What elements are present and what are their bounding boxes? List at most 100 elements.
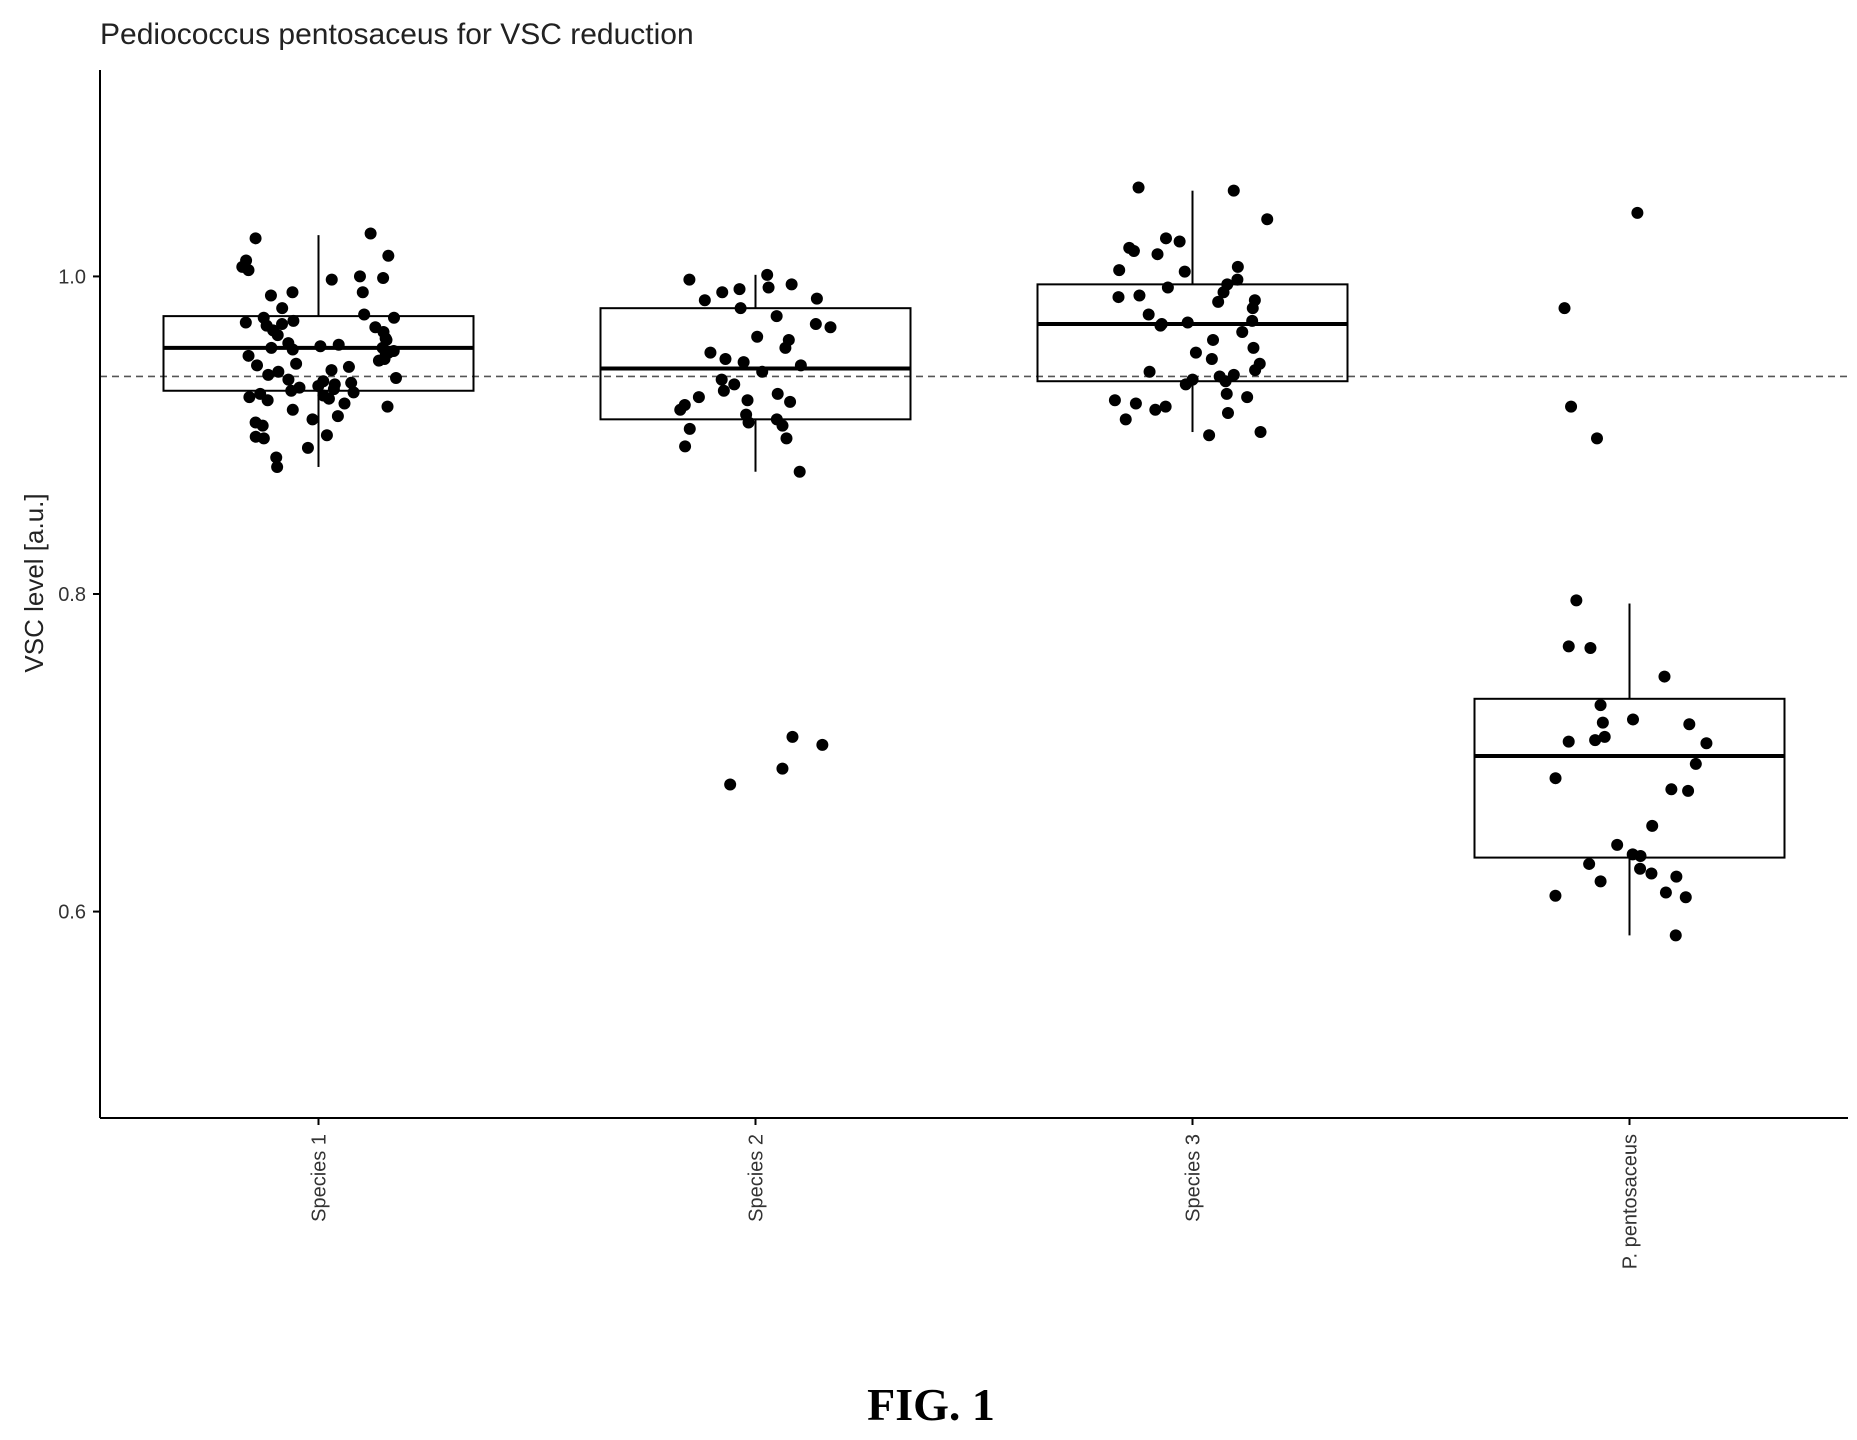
data-point [1570, 594, 1583, 607]
data-point [762, 281, 775, 294]
data-point [776, 762, 789, 775]
data-point [265, 341, 278, 354]
data-point [1181, 316, 1194, 329]
data-point [1173, 235, 1186, 248]
data-point [770, 310, 783, 323]
data-point [372, 354, 385, 367]
data-point [287, 314, 300, 327]
data-point [1583, 857, 1596, 870]
data-point [1129, 397, 1142, 410]
data-point [1203, 429, 1216, 442]
data-point [1241, 391, 1254, 404]
data-point [733, 283, 746, 296]
data-point [342, 360, 355, 373]
data-point [1247, 341, 1260, 354]
data-point [239, 316, 252, 329]
data-point [741, 394, 754, 407]
data-point [1205, 352, 1218, 365]
data-point [356, 286, 369, 299]
data-point [780, 432, 793, 445]
box-iqr [1036, 283, 1349, 383]
data-point [1665, 783, 1678, 796]
data-point [692, 391, 705, 404]
data-point [1598, 730, 1611, 743]
data-point [1261, 213, 1274, 226]
data-point [1645, 867, 1658, 880]
data-point [1178, 265, 1191, 278]
data-point [331, 410, 344, 423]
data-point [1108, 394, 1121, 407]
data-point [364, 227, 377, 240]
data-point [390, 372, 403, 385]
data-point [809, 318, 822, 331]
box-iqr [599, 307, 912, 421]
data-point [1154, 319, 1167, 332]
data-point [322, 392, 335, 405]
data-point [1142, 308, 1155, 321]
data-point [1217, 286, 1230, 299]
data-point [674, 403, 687, 416]
data-point [1658, 670, 1671, 683]
data-point [737, 356, 750, 369]
data-point [249, 232, 262, 245]
data-point [1159, 400, 1172, 413]
y-tick-label: 0.6 [58, 902, 86, 924]
data-point [1212, 295, 1225, 308]
data-point [1596, 716, 1609, 729]
data-point [1589, 734, 1602, 747]
data-point [679, 440, 692, 453]
data-point [286, 403, 299, 416]
data-point [1112, 291, 1125, 304]
data-point [1227, 184, 1240, 197]
data-point [264, 289, 277, 302]
data-point [1119, 413, 1132, 426]
data-point [1594, 699, 1607, 712]
data-point [683, 273, 696, 286]
data-point [1590, 432, 1603, 445]
data-point [756, 365, 769, 378]
x-tick-label: Species 1 [309, 1134, 331, 1222]
data-point [1594, 875, 1607, 888]
data-point [314, 340, 327, 353]
data-point [719, 352, 732, 365]
data-point [290, 357, 303, 370]
data-point [271, 329, 284, 342]
data-point [1670, 870, 1683, 883]
y-tick-label: 1.0 [58, 266, 86, 288]
data-point [698, 294, 711, 307]
data-point [387, 311, 400, 324]
data-point [1151, 248, 1164, 261]
data-point [262, 368, 275, 381]
data-point [1143, 365, 1156, 378]
data-point [251, 359, 264, 372]
data-point [1549, 889, 1562, 902]
data-point [1231, 260, 1244, 273]
data-point [716, 286, 729, 299]
data-point [242, 349, 255, 362]
data-point [1682, 784, 1695, 797]
data-point [776, 419, 789, 432]
data-point [257, 432, 270, 445]
data-point [1700, 737, 1713, 750]
data-point [728, 378, 741, 391]
data-point [717, 384, 730, 397]
data-point [1132, 181, 1145, 194]
y-tick-label: 0.8 [58, 584, 86, 606]
data-point [751, 330, 764, 343]
data-point [1189, 346, 1202, 359]
data-point [1549, 772, 1562, 785]
data-point [358, 308, 371, 321]
data-point [1246, 302, 1259, 315]
data-point [1207, 333, 1220, 346]
data-point [1669, 929, 1682, 942]
data-point [1634, 850, 1647, 862]
data-point [256, 419, 269, 432]
data-point [1231, 273, 1244, 286]
x-tick-label: P. pentosaceus [1620, 1134, 1642, 1269]
data-point [282, 373, 295, 386]
data-point [1113, 264, 1126, 277]
data-point [345, 376, 358, 389]
data-point [1149, 403, 1162, 416]
data-point [270, 451, 283, 464]
